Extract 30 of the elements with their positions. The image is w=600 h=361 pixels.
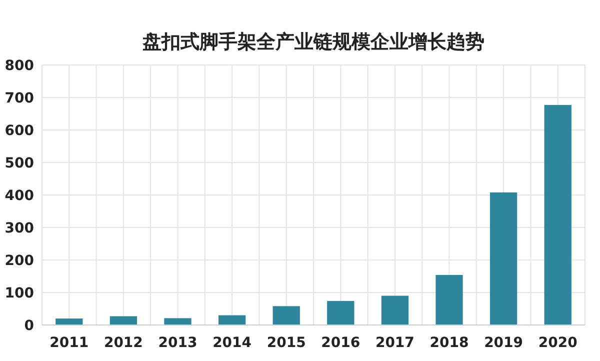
x-tick-label: 2019 <box>484 335 524 351</box>
bar <box>218 315 246 325</box>
x-tick-label: 2011 <box>50 335 89 351</box>
bar <box>490 192 518 325</box>
bar <box>381 296 409 325</box>
x-tick-label: 2020 <box>538 335 578 351</box>
bar <box>56 318 83 325</box>
bar <box>436 274 463 325</box>
bar <box>544 104 572 325</box>
x-tick-label: 2017 <box>375 335 414 351</box>
x-tick-label: 2016 <box>321 335 360 351</box>
y-tick-label: 500 <box>4 156 34 172</box>
x-tick-label: 2015 <box>266 335 306 351</box>
y-tick-label: 400 <box>4 188 34 204</box>
y-tick-label: 700 <box>4 90 34 106</box>
y-tick-label: 800 <box>4 58 34 74</box>
y-tick-label: 200 <box>4 253 34 269</box>
bar <box>327 300 354 325</box>
x-tick-label: 2013 <box>158 335 198 351</box>
bar <box>164 318 192 325</box>
y-tick-label: 300 <box>4 220 34 236</box>
y-tick-label: 600 <box>4 123 34 139</box>
x-tick-label: 2018 <box>430 335 469 351</box>
y-tick-label: 0 <box>24 318 34 334</box>
x-tick-label: 2012 <box>104 335 143 351</box>
chart-title: 盘扣式脚手架全产业链规模企业增长趋势 <box>142 31 484 53</box>
bar <box>272 306 300 325</box>
bar <box>110 316 138 325</box>
y-tick-label: 100 <box>4 286 34 302</box>
x-tick-label: 2014 <box>212 335 252 351</box>
